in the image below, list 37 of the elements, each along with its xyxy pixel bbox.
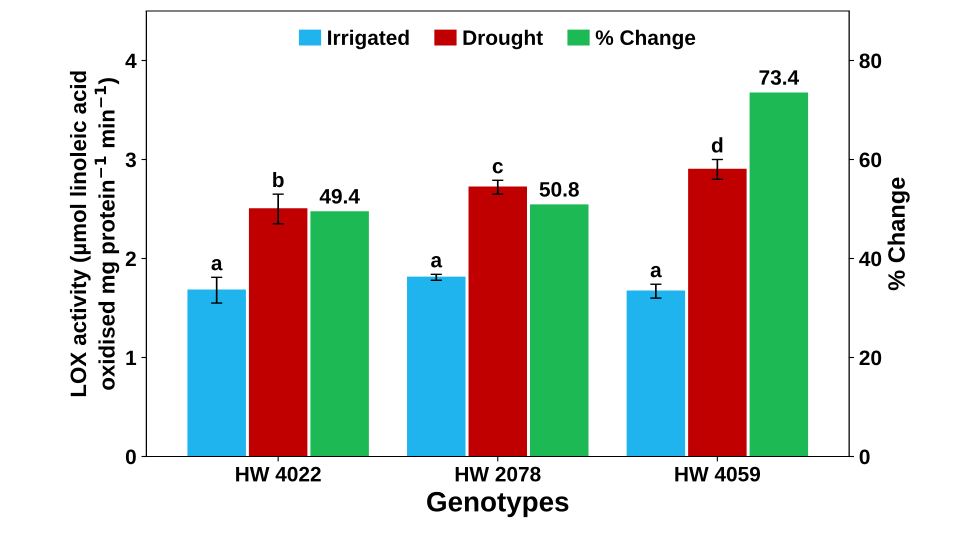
x-tick-label: HW 2078 — [456, 466, 541, 482]
y2-tick-label: 40 — [859, 252, 882, 266]
bar — [248, 208, 308, 456]
bar — [688, 168, 747, 456]
y-tick-label: 2 — [126, 252, 136, 266]
bar — [750, 92, 808, 456]
annotation: c — [492, 162, 503, 174]
y-tick-label: 1 — [126, 350, 136, 366]
x-tick-label: HW 4022 — [236, 466, 321, 482]
y2-tick-label: 60 — [860, 152, 882, 168]
data-label: 49.4 — [320, 188, 360, 204]
bar — [187, 289, 246, 456]
x-tick-label: HW 4059 — [675, 466, 760, 482]
bar — [407, 276, 466, 456]
annotation: a — [431, 256, 442, 268]
annotation: d — [712, 137, 722, 153]
y-tick-label: 0 — [126, 450, 136, 464]
y2-tick-label: 0 — [860, 450, 870, 464]
legend-label: % Change — [596, 30, 696, 50]
legend-label: Drought — [464, 30, 543, 50]
annotation: a — [211, 259, 223, 270]
x-axis-title: Genotypes — [427, 492, 568, 518]
legend-label: Irrigated — [328, 30, 409, 50]
bar — [530, 204, 588, 456]
y2-tick-label: 80 — [860, 54, 882, 68]
data-label: 73.4 — [759, 70, 800, 85]
annotation: a — [650, 266, 662, 278]
bar — [310, 211, 369, 456]
bar — [626, 290, 686, 456]
data-label: 50.8 — [540, 182, 579, 197]
y2-tick-label: 20 — [860, 350, 882, 366]
y-tick-label: 4 — [125, 54, 137, 68]
annotation: b — [273, 172, 284, 188]
y-tick-label: 3 — [126, 152, 136, 168]
bar — [468, 186, 528, 456]
y-axis-title: LOX activity (µmol linoleic acid oxidised mg protein$^{−1}$ min$^{−1}$) — [70, 71, 120, 396]
y2-axis-title: % Change — [888, 177, 910, 290]
